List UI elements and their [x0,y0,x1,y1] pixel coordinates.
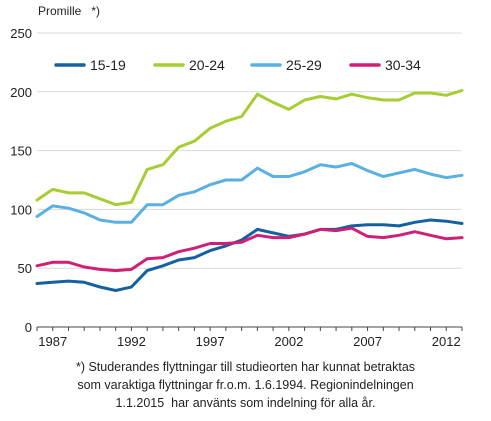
series-line-25-29 [35,162,464,224]
x-tick-label-2007: 2007 [353,334,382,349]
y-tick-label-0: 0 [25,320,32,335]
x-tick-label-1987: 1987 [38,334,67,349]
legend-label-15-19: 15-19 [90,57,126,73]
legend: 15-19 20-24 25-29 30-34 [54,57,421,73]
series-line-15-19 [35,218,464,292]
y-tick-label-50: 50 [18,261,32,276]
footnote-line-3: 1.1.2015 har använts som indelning för a… [115,396,376,410]
line-chart: 0 50 100 150 200 250 1987 1992 1997 2002 2007 2012… [10,26,464,349]
series-line-20-24 [35,89,464,207]
y-tick-label-100: 100 [10,202,32,217]
x-axis-ticks: 1987 1992 1997 2002 2007 2012 [36,327,463,349]
series-line-30-34 [35,226,464,273]
footnote: *) Studerandes flyttningar till studieor… [0,358,491,412]
legend-label-30-34: 30-34 [385,57,421,73]
data-series [35,89,464,292]
y-axis-unit-label: Promille *) [38,4,101,18]
y-tick-label-250: 250 [10,26,32,41]
y-tick-label-200: 200 [10,85,32,100]
x-tick-label-1992: 1992 [117,334,146,349]
y-tick-label-150: 150 [10,144,32,159]
x-tick-label-1997: 1997 [196,334,225,349]
x-tick-label-2012: 2012 [432,334,461,349]
x-tick-label-2002: 2002 [274,334,303,349]
footnote-line-2: som varaktiga flyttningar fr.o.m. 1.6.19… [77,378,414,392]
y-axis-ticks: 0 50 100 150 200 250 [10,26,32,335]
legend-label-25-29: 25-29 [286,57,322,73]
gridlines [37,32,462,328]
legend-label-20-24: 20-24 [189,57,225,73]
footnote-line-1: *) Studerandes flyttningar till studieor… [75,360,416,374]
